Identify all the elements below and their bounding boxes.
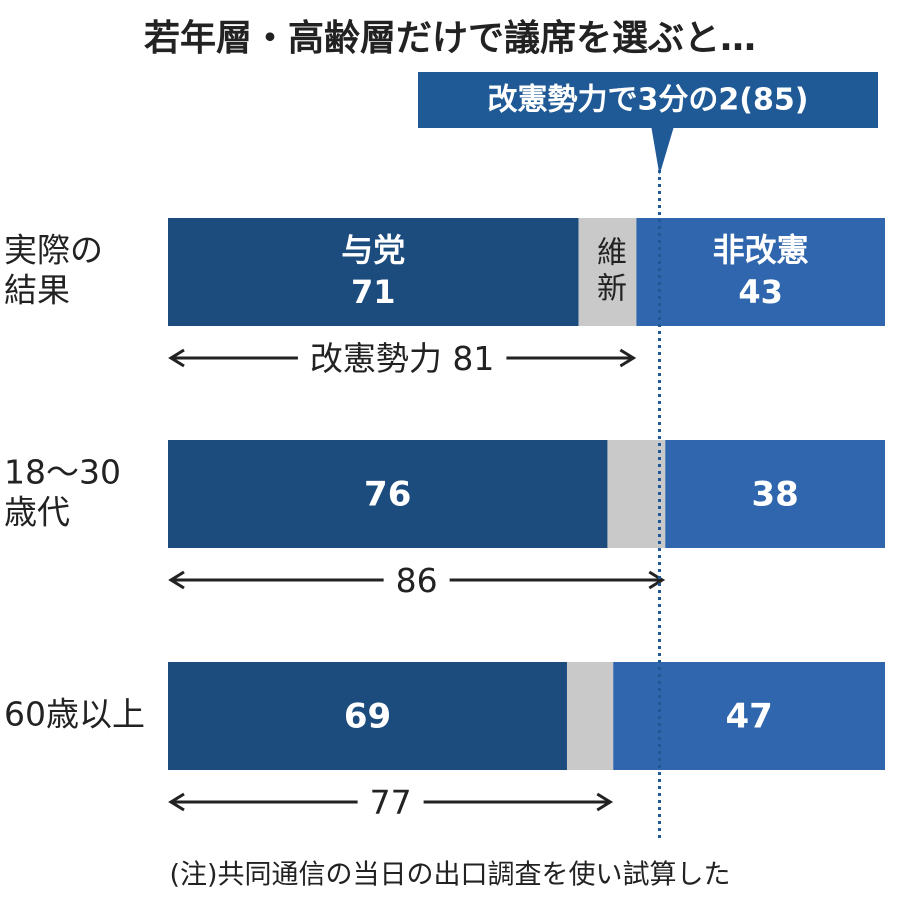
label-bg	[383, 560, 450, 600]
row-label: 結果	[4, 271, 70, 310]
bar-segment	[636, 218, 885, 326]
bar-segment	[168, 440, 608, 548]
row-label: 18〜30	[4, 453, 121, 492]
segment-name: 非改憲	[713, 231, 809, 269]
total-prefix: 改憲勢力	[310, 339, 442, 378]
total-label: 改憲勢力 81	[310, 339, 495, 378]
bar-segment	[168, 218, 579, 326]
total-value: 81	[452, 339, 494, 378]
callout-box	[418, 72, 878, 175]
total-label: 86	[396, 561, 438, 600]
bar-segment	[607, 440, 666, 548]
callout-label: 改憲勢力で3分の2(85)	[488, 83, 809, 118]
arrow-head	[619, 348, 637, 368]
note: (注)共同通信の当日の出口調査を使い試算した	[169, 860, 730, 891]
bar-segment	[566, 662, 614, 770]
value-label: 43	[738, 273, 783, 311]
arrow-head	[168, 570, 185, 590]
value-label: 47	[725, 697, 772, 737]
value-label: 71	[351, 273, 396, 311]
bar-segment	[578, 218, 637, 326]
value-label: 76	[364, 475, 411, 515]
value-label: 38	[751, 475, 798, 515]
total-value: 86	[396, 561, 438, 600]
row-label: 実際の	[4, 231, 103, 270]
arrow-head	[648, 570, 666, 590]
bar-segment	[665, 440, 885, 548]
bar-segment	[168, 662, 567, 770]
arrow-head	[168, 348, 185, 368]
label-bg	[297, 338, 507, 378]
segment-name: 与党	[341, 231, 405, 269]
arrows: 改憲勢力 81 86 77	[168, 338, 666, 822]
total-value: 77	[370, 783, 412, 822]
segment-name: 維新	[591, 236, 626, 308]
row-label: 60歳以上	[4, 695, 145, 734]
total-space	[442, 339, 453, 378]
total-label: 77	[370, 783, 412, 822]
label-bg	[357, 782, 424, 822]
value-label: 69	[344, 697, 391, 737]
row-label: 歳代	[4, 493, 70, 532]
arrow-head	[596, 792, 614, 812]
chart-title: 若年層・高齢層だけで議席を選ぶと…	[144, 18, 756, 59]
arrow-head	[168, 792, 185, 812]
